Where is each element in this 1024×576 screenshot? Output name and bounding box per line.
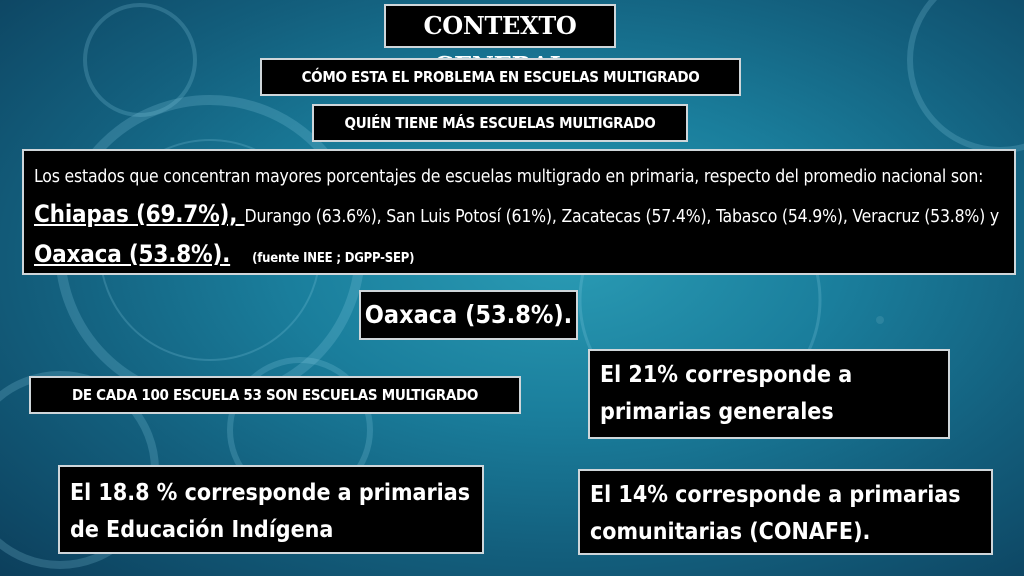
subtitle-problem: CÓMO ESTA EL PROBLEMA EN ESCUELAS MULTIG… xyxy=(260,58,741,96)
oaxaca-label: Oaxaca (53.8%). xyxy=(359,290,578,340)
paragraph-middle: Durango (63.6%), San Luis Potosí (61%), … xyxy=(244,207,1000,227)
fact-indigena: El 18.8 % corresponde a primarias de Edu… xyxy=(58,465,484,554)
fact-comunitarias: El 14% corresponde a primarias comunitar… xyxy=(578,469,993,555)
source-note: (fuente INEE ; DGPP-SEP) xyxy=(252,251,415,266)
oaxaca-highlight: Oaxaca (53.8%). xyxy=(34,240,231,268)
subtitle-who: QUIÉN TIENE MÁS ESCUELAS MULTIGRADO xyxy=(312,104,688,142)
cada-100-statement: DE CADA 100 ESCUELA 53 SON ESCUELAS MULT… xyxy=(29,376,521,414)
paragraph-intro: Los estados que concentran mayores porce… xyxy=(34,167,984,187)
page-title: CONTEXTO GENERAL xyxy=(384,4,616,80)
states-paragraph: Los estados que concentran mayores porce… xyxy=(22,149,1016,275)
fact-generales: El 21% corresponde a primarias generales xyxy=(588,349,950,439)
chiapas-highlight: Chiapas (69.7%), xyxy=(34,200,245,228)
